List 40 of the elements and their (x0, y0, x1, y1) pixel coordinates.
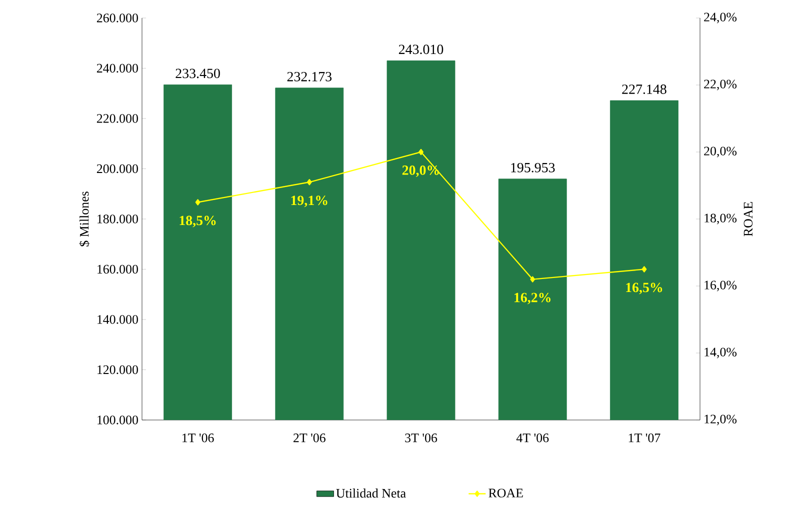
data-label: 195.953 (511, 162, 555, 172)
y2-tick-label: 24,0% (704, 12, 737, 24)
data-label: 232.173 (287, 72, 332, 82)
y2-tick-label: 14,0% (704, 348, 737, 358)
x-tick-label: 1T '06 (182, 434, 214, 442)
y-tick-label: 240.000 (96, 64, 138, 73)
y-tick-label: 160.000 (98, 264, 138, 274)
y2-tick-label: 20,0% (704, 146, 737, 158)
data-label: 19,1% (291, 196, 328, 208)
data-label: 16,2% (514, 292, 550, 304)
point (530, 276, 536, 282)
point (306, 179, 312, 186)
y-tick-label: 140.000 (98, 315, 138, 324)
y-tick-label: 200.000 (96, 164, 138, 174)
data-label: 227.148 (622, 84, 666, 94)
y-tick-label: 120.000 (98, 365, 138, 374)
x-tick-label: 2T '06 (294, 434, 326, 442)
point (195, 199, 200, 206)
y-tick-label: 220.000 (96, 114, 138, 123)
data-label: 233.450 (176, 68, 220, 78)
legend-label: ROAE (488, 488, 523, 498)
y2-tick-label: 16,0% (704, 280, 737, 292)
point (418, 148, 424, 156)
y-tick-label: 260.000 (96, 14, 138, 22)
x-tick-label: 1T '07 (628, 434, 660, 442)
x-tick-label: 3T '06 (405, 434, 438, 442)
data-label: 18,5% (180, 216, 216, 228)
point (642, 266, 647, 272)
y2-tick-label: 12,0% (704, 414, 737, 426)
y2-tick-label: 22,0% (704, 80, 737, 90)
legend-label: Utilidad Neta (336, 488, 406, 498)
data-label: 243.010 (398, 44, 444, 54)
x-tick-label: 4T '06 (516, 434, 549, 442)
data-label: 16,5% (626, 282, 662, 294)
y-tick-label: 180.000 (98, 214, 138, 224)
y2-axis-title: ROAE (744, 202, 753, 236)
data-label: 20,0% (402, 166, 439, 177)
y2-tick-label: 18,0% (704, 214, 737, 224)
y-axis-title: $ Millones (79, 192, 90, 246)
y-tick-label: 100.000 (98, 416, 138, 424)
